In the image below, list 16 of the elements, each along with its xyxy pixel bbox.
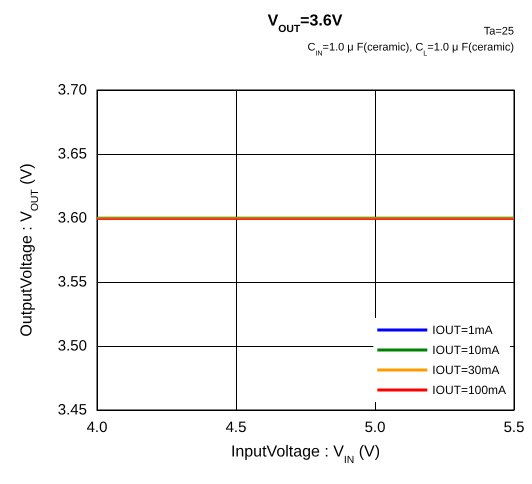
y-tick-label: 3.45	[58, 402, 87, 418]
text: Ta=25	[484, 26, 514, 38]
x-tick-label: 5.0	[364, 419, 386, 436]
legend-label: IOUT=100mA	[432, 383, 506, 397]
x-tick-label: 4.5	[226, 419, 246, 436]
legend-label: IOUT=10mA	[432, 343, 500, 357]
x-tick-label: 5.5	[504, 419, 524, 436]
legend-label: IOUT=30mA	[432, 363, 500, 377]
y-tick-label: 3.60	[58, 210, 87, 226]
x-tick-label: 4.0	[86, 419, 108, 436]
y-axis-title: OutputVoltage : VOUT (V)	[18, 163, 42, 337]
legend-label: IOUT=1mA	[432, 323, 493, 337]
y-tick-label: 3.50	[58, 338, 87, 354]
y-tick-label: 3.65	[58, 146, 87, 162]
y-tick-label: 3.70	[58, 82, 87, 98]
y-tick-label: 3.55	[58, 274, 87, 290]
